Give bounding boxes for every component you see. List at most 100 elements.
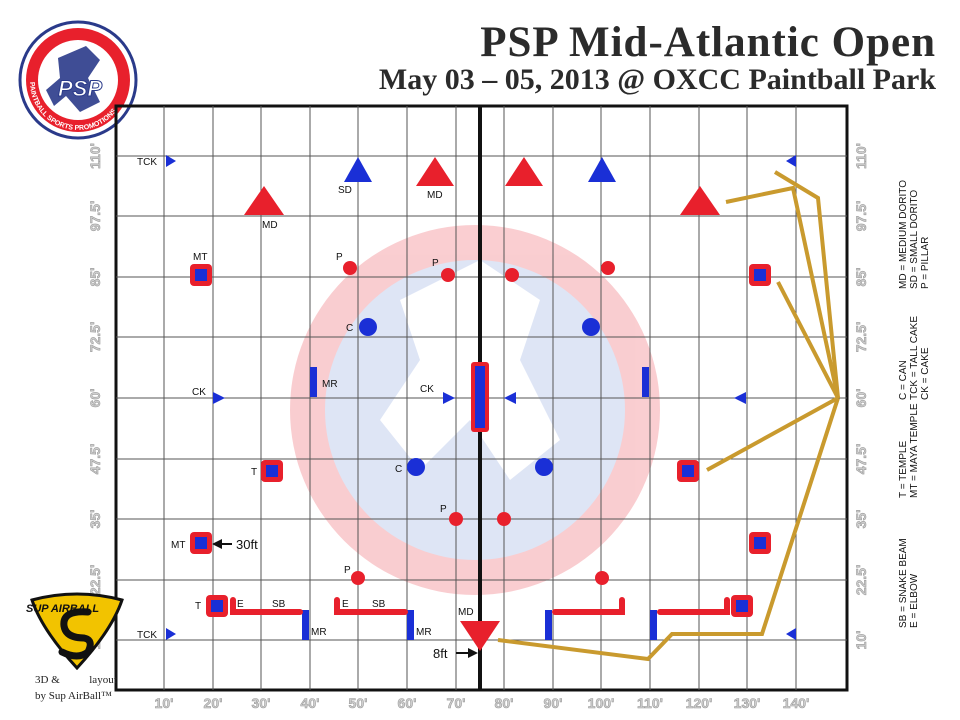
can-bunker [582, 318, 600, 336]
pillar-bunker [351, 571, 365, 585]
label-p: P [344, 565, 351, 576]
y-axis-label-left: 97.5' [87, 201, 103, 232]
y-axis-label-left: 22.5' [87, 565, 103, 596]
y-axis-label-right: 35' [853, 510, 869, 529]
label-t: T [251, 467, 257, 478]
x-axis-label: 30' [252, 695, 271, 711]
tall-cake-bunker [166, 155, 176, 167]
distance-30ft: 30ft [236, 537, 258, 552]
temple-bunker [731, 595, 753, 617]
y-axis-label-right: 10' [853, 631, 869, 650]
mini-rectangle-bunker [650, 610, 657, 640]
mini-rectangle-bunker [302, 610, 309, 640]
maya-temple-bunker [749, 264, 771, 286]
pillar-bunker [343, 261, 357, 275]
psp-logo-initials: PSP [58, 76, 102, 101]
pillar-bunker [441, 268, 455, 282]
x-axis-label: 10' [155, 695, 174, 711]
credit-line-1: 3D & layout [35, 674, 117, 686]
cake-bunker [734, 392, 746, 404]
x-axis-label: 90' [544, 695, 563, 711]
cake-bunker [213, 392, 225, 404]
label-mt: MT [193, 252, 207, 263]
can-bunker [359, 318, 377, 336]
mini-rectangle-bunker [545, 610, 552, 640]
medium-dorito-bunker [680, 186, 720, 215]
label-e: E [342, 599, 349, 610]
label-sb: SB [272, 599, 286, 610]
legend-item: P = PILLAR [920, 237, 931, 289]
snake-beam [230, 597, 303, 615]
maya-temple-bunker [190, 264, 212, 286]
x-axis-label: 130' [734, 695, 761, 711]
y-axis-label-left: 47.5' [87, 444, 103, 475]
tall-cake-bunker [786, 155, 796, 167]
medium-dorito-bunker [416, 157, 454, 186]
y-axis-label-left: 110' [87, 143, 103, 169]
pillar-bunker [497, 512, 511, 526]
label-mr: MR [322, 379, 338, 390]
measurement-lines [497, 170, 840, 662]
snake-beam [552, 597, 625, 615]
legend-item: MT = MAYA TEMPLE [909, 403, 920, 498]
x-axis-label: 100' [588, 695, 615, 711]
y-axis-label-left: 35' [87, 510, 103, 529]
pillar-bunker [505, 268, 519, 282]
label-p: P [336, 252, 343, 263]
label-c: C [395, 464, 402, 475]
legend-item: SD = SMALL DORITO [909, 190, 920, 289]
mini-rectangle-bunker [310, 367, 317, 397]
label-mt: MT [171, 540, 185, 551]
label-e: E [237, 599, 244, 610]
y-axis-label-right: 110' [853, 143, 869, 169]
medium-dorito-bunker [244, 186, 284, 215]
y-axis-label-right: 85' [853, 268, 869, 287]
psp-logo: PSP PAINTBALL SPORTS PROMOTIONS [18, 20, 138, 140]
bunkers [166, 155, 796, 651]
y-axis-label-right: 72.5' [853, 322, 869, 353]
label-mr: MR [311, 627, 327, 638]
credit-line-2: by Sup AirBall™ [35, 690, 112, 702]
pillar-bunker [595, 571, 609, 585]
legend-item: C = CAN [898, 360, 909, 400]
x-axis-label: 70' [447, 695, 466, 711]
label-mr: MR [416, 627, 432, 638]
cake-bunker [443, 392, 455, 404]
pillar-bunker [449, 512, 463, 526]
label-ck: CK [192, 387, 206, 398]
label-md: MD [427, 190, 443, 201]
temple-bunker [261, 460, 283, 482]
medium-dorito-bunker [505, 157, 543, 186]
bunker-labels: TCK TCK SD MD MD MD MT MT P P P P C C CK… [137, 157, 474, 641]
maya-temple-bunker [749, 532, 771, 554]
distance-8ft: 8ft [433, 646, 448, 661]
snake-beam [334, 597, 408, 615]
small-dorito-bunker [588, 157, 616, 182]
y-axis-label-left: 85' [87, 268, 103, 287]
legend-item: SB = SNAKE BEAM [898, 538, 909, 628]
medium-dorito-bunker [460, 621, 500, 651]
x-axis-label: 60' [398, 695, 417, 711]
label-c: C [346, 323, 353, 334]
y-axis-label-left: 72.5' [87, 322, 103, 353]
x-axis-label: 110' [637, 695, 663, 711]
x-axis-label: 20' [204, 695, 223, 711]
cake-bunker [504, 392, 516, 404]
legend-item: TCK = TALL CAKE [909, 316, 920, 400]
pillar-bunker [601, 261, 615, 275]
can-bunker [535, 458, 553, 476]
page-title: PSP Mid-Atlantic Open [480, 19, 936, 66]
label-md: MD [458, 607, 474, 618]
label-p: P [432, 258, 439, 269]
label-sd: SD [338, 185, 352, 196]
x-axis-label: 120' [686, 695, 713, 711]
legend-item: CK = CAKE [920, 347, 931, 400]
sup-airball-logo: SUP AIRBALL [26, 592, 124, 670]
y-axis-label-right: 97.5' [853, 201, 869, 232]
label-p: P [440, 504, 447, 515]
label-tck: TCK [137, 630, 157, 641]
y-axis-label-left: 60' [87, 389, 103, 408]
sup-brand-text: SUP AIRBALL [26, 603, 99, 615]
x-axis-label: 50' [349, 695, 368, 711]
